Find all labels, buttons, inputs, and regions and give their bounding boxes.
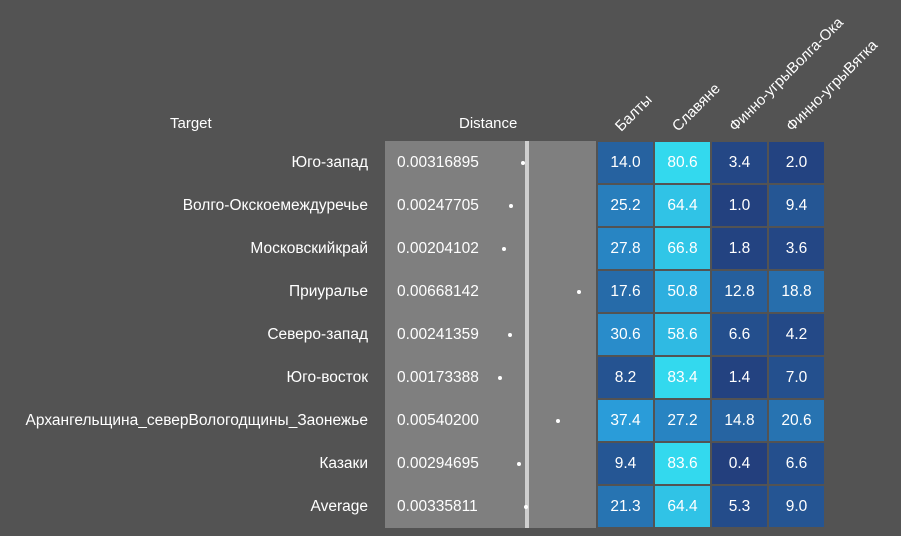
heat-cell: 0.4 xyxy=(712,443,767,484)
heat-cell: 3.6 xyxy=(769,228,824,269)
distance-dot xyxy=(556,418,561,423)
heat-cell: 9.4 xyxy=(769,185,824,226)
heat-cell: 20.6 xyxy=(769,400,824,441)
row-target-label: Волго-Окскоемеждуречье xyxy=(182,197,368,214)
row-target-label: Московскийкрай xyxy=(250,240,368,257)
heat-cell: 14.0 xyxy=(598,142,653,183)
heat-cell: 17.6 xyxy=(598,271,653,312)
heat-cell: 9.4 xyxy=(598,443,653,484)
row-target-label: Average xyxy=(310,498,368,515)
heat-cell: 2.0 xyxy=(769,142,824,183)
row-distance-value: 0.00241359 xyxy=(397,326,479,343)
distance-dot xyxy=(497,375,502,380)
heat-cell: 1.4 xyxy=(712,357,767,398)
heat-cell: 80.6 xyxy=(655,142,710,183)
column-header: Балты xyxy=(611,91,656,135)
heat-cell: 58.6 xyxy=(655,314,710,355)
row-distance-value: 0.00540200 xyxy=(397,412,479,429)
heat-cell: 37.4 xyxy=(598,400,653,441)
heat-cell: 1.8 xyxy=(712,228,767,269)
heat-cell: 4.2 xyxy=(769,314,824,355)
heat-cell: 21.3 xyxy=(598,486,653,527)
distance-dot xyxy=(509,203,514,208)
heat-cell: 83.6 xyxy=(655,443,710,484)
row-target-label: Приуралье xyxy=(289,283,368,300)
heat-cell: 83.4 xyxy=(655,357,710,398)
row-distance-value: 0.00316895 xyxy=(397,154,479,171)
target-header: Target xyxy=(170,115,212,132)
heat-cell: 7.0 xyxy=(769,357,824,398)
column-header: Славяне xyxy=(668,80,724,135)
heat-cell: 6.6 xyxy=(769,443,824,484)
heat-cell: 1.0 xyxy=(712,185,767,226)
distance-dot xyxy=(520,160,525,165)
distance-dot xyxy=(576,289,581,294)
heat-cell: 8.2 xyxy=(598,357,653,398)
row-distance-value: 0.00204102 xyxy=(397,240,479,257)
distance-dot xyxy=(523,504,528,509)
distance-dot xyxy=(502,246,507,251)
heat-cell: 5.3 xyxy=(712,486,767,527)
distance-dot xyxy=(508,332,513,337)
heat-cell: 30.6 xyxy=(598,314,653,355)
heat-cell: 6.6 xyxy=(712,314,767,355)
heat-cell: 3.4 xyxy=(712,142,767,183)
row-target-label: Юго-восток xyxy=(286,369,368,386)
distance-header: Distance xyxy=(459,115,518,132)
distance-panel xyxy=(385,141,596,528)
row-target-label: Казаки xyxy=(319,455,368,472)
heat-cell: 27.2 xyxy=(655,400,710,441)
heat-cell: 9.0 xyxy=(769,486,824,527)
distance-dot xyxy=(516,461,521,466)
row-target-label: Юго-запад xyxy=(291,154,368,171)
heat-cell: 64.4 xyxy=(655,486,710,527)
distance-reference-bar xyxy=(525,141,529,528)
row-distance-value: 0.00335811 xyxy=(397,498,478,515)
row-distance-value: 0.00668142 xyxy=(397,283,479,300)
heat-cell: 14.8 xyxy=(712,400,767,441)
row-distance-value: 0.00247705 xyxy=(397,197,479,214)
row-target-label: Архангельщина_северВологодщины_Заонежье xyxy=(25,412,368,429)
column-header: Финно-угрыВолга-Ока xyxy=(725,14,847,135)
row-distance-value: 0.00294695 xyxy=(397,455,479,472)
heat-cell: 12.8 xyxy=(712,271,767,312)
row-target-label: Северо-запад xyxy=(267,326,368,343)
heat-cell: 66.8 xyxy=(655,228,710,269)
heat-cell: 50.8 xyxy=(655,271,710,312)
heat-cell: 18.8 xyxy=(769,271,824,312)
heat-cell: 25.2 xyxy=(598,185,653,226)
row-distance-value: 0.00173388 xyxy=(397,369,479,386)
heat-cell: 64.4 xyxy=(655,185,710,226)
heat-cell: 27.8 xyxy=(598,228,653,269)
